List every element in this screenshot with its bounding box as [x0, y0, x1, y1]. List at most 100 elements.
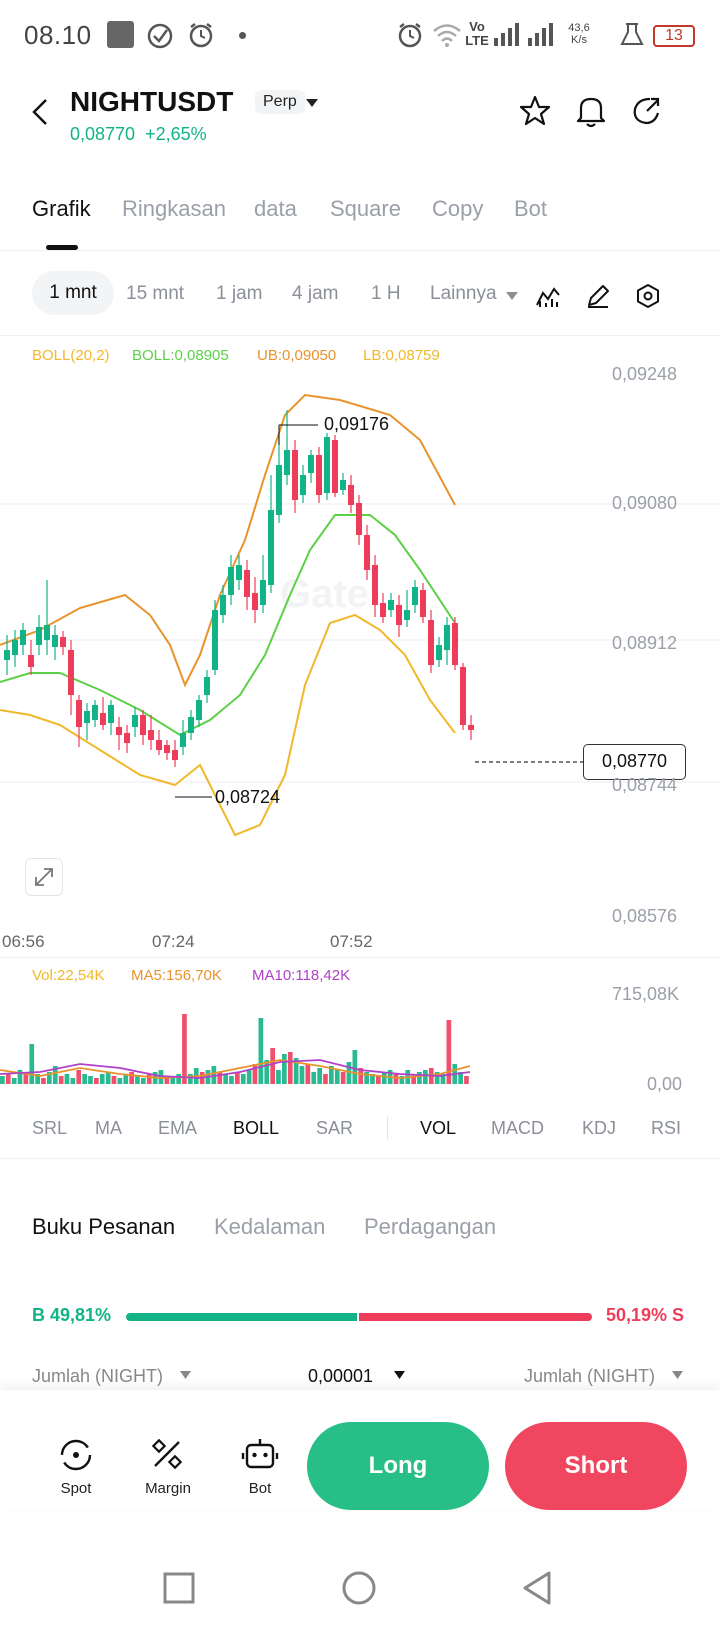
caret-down-icon[interactable]: [305, 98, 319, 108]
indicator-rsi[interactable]: RSI: [651, 1118, 682, 1138]
volume-bar: [58, 1076, 64, 1084]
caret-down-icon[interactable]: [394, 1371, 405, 1379]
volume-bar: [317, 1068, 322, 1084]
indicator-boll[interactable]: BOLL: [233, 1118, 280, 1138]
long-button[interactable]: Long: [307, 1422, 489, 1510]
tab-data[interactable]: data: [254, 196, 297, 221]
volume-bar: [340, 1072, 346, 1084]
timeframe-divider: [0, 335, 720, 336]
timeframe-1h[interactable]: 1 jam: [216, 283, 263, 304]
caret-down-icon[interactable]: [672, 1371, 683, 1379]
spot-label: Spot: [60, 1480, 92, 1497]
recent-apps-icon[interactable]: [163, 1572, 195, 1604]
timeframe-1d[interactable]: 1 H: [371, 283, 401, 304]
candle-body: [276, 465, 282, 515]
margin-percent-icon: [151, 1438, 183, 1470]
fullscreen-button[interactable]: [25, 858, 63, 896]
tab-ringkasan[interactable]: Ringkasan: [122, 196, 226, 221]
indicator-chart-icon[interactable]: [535, 283, 561, 309]
candle-body: [148, 730, 154, 740]
volume-bar: [258, 1018, 264, 1084]
tab-order-book[interactable]: Buku Pesanan: [32, 1214, 176, 1239]
candle-body: [436, 645, 442, 660]
candle-body: [52, 635, 58, 647]
candle-body: [332, 440, 338, 493]
candlestick-chart[interactable]: Gate: [0, 355, 720, 925]
share-icon[interactable]: [630, 95, 662, 127]
volume-bar: [393, 1074, 399, 1084]
pair-title[interactable]: NIGHTUSDT: [70, 86, 234, 117]
check-circle-icon: [147, 23, 173, 49]
bot-button[interactable]: Bot: [220, 1436, 300, 1508]
indicators-divider: [0, 1158, 720, 1159]
volume-bar: [217, 1072, 223, 1084]
candle-body: [76, 700, 82, 727]
candle-body: [388, 600, 394, 610]
timeframe-15m[interactable]: 15 mnt: [126, 283, 185, 304]
volume-bar: [105, 1072, 111, 1084]
candle-body: [212, 610, 218, 670]
timeframe-4h[interactable]: 4 jam: [292, 283, 339, 304]
contract-type-badge[interactable]: Perp: [255, 90, 305, 114]
indicator-ema[interactable]: EMA: [158, 1118, 198, 1138]
indicator-macd[interactable]: MACD: [491, 1118, 544, 1138]
tab-grafik[interactable]: Grafik: [32, 196, 91, 221]
buy-ratio-bar: [126, 1313, 357, 1321]
bell-icon[interactable]: [575, 94, 607, 128]
indicator-kdj[interactable]: KDJ: [582, 1118, 617, 1138]
indicator-sar[interactable]: SAR: [316, 1118, 354, 1138]
margin-button[interactable]: Margin: [128, 1436, 208, 1508]
expand-icon: [35, 868, 53, 886]
candle-body: [364, 535, 370, 570]
back-arrow-icon[interactable]: [30, 96, 50, 128]
caret-down-icon[interactable]: [506, 292, 518, 300]
robot-icon: [241, 1439, 279, 1469]
volume-bar: [423, 1070, 428, 1084]
tab-depth[interactable]: Kedalaman: [214, 1214, 326, 1239]
candle-body: [12, 640, 18, 655]
volume-bar: [287, 1052, 293, 1084]
orderbook-col-right[interactable]: Jumlah (NIGHT): [524, 1366, 656, 1386]
indicator-vol[interactable]: VOL: [420, 1118, 457, 1138]
tab-copy[interactable]: Copy: [432, 196, 484, 221]
volume-bar: [446, 1020, 452, 1084]
orderbook-col-left[interactable]: Jumlah (NIGHT): [32, 1366, 164, 1386]
tab-trades[interactable]: Perdagangan: [364, 1214, 497, 1239]
precision-select[interactable]: 0,00001: [308, 1366, 374, 1386]
volume-bar: [264, 1060, 270, 1084]
boll-lower-line: [0, 613, 456, 837]
volume-bar: [52, 1066, 58, 1084]
tab-square[interactable]: Square: [330, 196, 401, 221]
indicator-srl[interactable]: SRL: [32, 1118, 68, 1138]
volume-bar: [164, 1076, 170, 1084]
active-tab-indicator: [46, 245, 78, 250]
y-tick: 0,08912: [612, 633, 678, 653]
volume-bar: [464, 1076, 469, 1084]
home-icon[interactable]: [341, 1570, 377, 1606]
volume-bar: [434, 1072, 440, 1084]
back-nav-icon[interactable]: [521, 1570, 553, 1606]
y-tick: 0,09248: [612, 364, 678, 384]
indicator-ma[interactable]: MA: [95, 1118, 122, 1138]
vol-ma5-line: [0, 1059, 471, 1079]
short-button[interactable]: Short: [505, 1422, 687, 1510]
caret-down-icon[interactable]: [180, 1371, 191, 1379]
candle-body: [308, 455, 314, 473]
volume-bar: [117, 1078, 123, 1084]
candle-body: [220, 595, 226, 615]
volume-bar: [305, 1064, 311, 1084]
volume-bar: [346, 1062, 352, 1084]
candle-body: [36, 627, 42, 645]
timeframe-1m[interactable]: 1 mnt: [32, 271, 114, 315]
volume-bar: [246, 1070, 252, 1084]
draw-pencil-icon[interactable]: [585, 283, 611, 309]
star-icon[interactable]: [519, 95, 551, 127]
volume-bar: [88, 1076, 93, 1084]
tab-bot[interactable]: Bot: [514, 196, 548, 221]
spot-button[interactable]: Spot: [36, 1436, 116, 1508]
x-tick: 07:52: [330, 932, 373, 951]
timeframe-more[interactable]: Lainnya: [430, 283, 497, 304]
status-time: 08.10: [24, 20, 92, 50]
settings-hex-icon[interactable]: [635, 283, 661, 309]
volume-bar: [440, 1074, 446, 1084]
